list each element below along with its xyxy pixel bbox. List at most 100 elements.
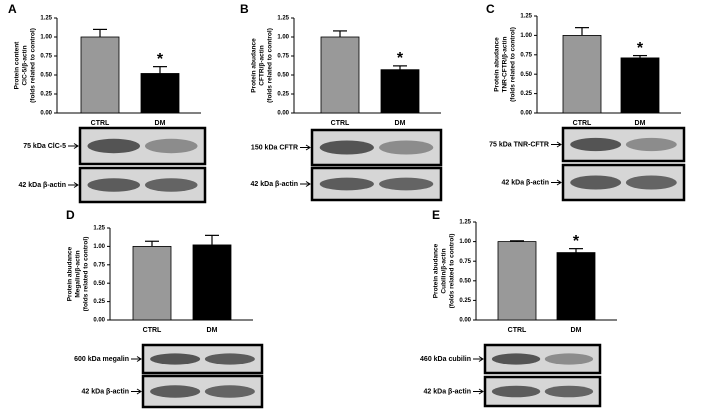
blot-band	[204, 353, 255, 365]
bar	[192, 244, 232, 321]
blot-image	[483, 343, 602, 375]
y-tick-label: 0.25	[40, 92, 52, 98]
panel-letter: A	[8, 2, 17, 16]
blot-band	[570, 175, 622, 190]
y-tick-label: 1.00	[277, 35, 289, 41]
y-tick-label: 1.00	[40, 35, 52, 41]
significance-mark: *	[157, 51, 164, 68]
significance-mark: *	[573, 233, 580, 250]
y-axis-label: (folds related to control)	[30, 28, 37, 103]
y-axis-label: Protein abudance	[494, 37, 501, 92]
blot-arrow-head	[556, 141, 562, 148]
x-tick-label: CTRL	[91, 120, 110, 127]
y-tick-label: 0.50	[459, 278, 471, 284]
y-tick-label: 0.25	[93, 299, 105, 305]
bar	[497, 241, 537, 321]
y-tick-label: 0.50	[40, 73, 52, 79]
y-axis-label: Megalin/β-actin	[75, 250, 82, 297]
y-axis-label: (folds related to control)	[83, 237, 90, 312]
y-tick-label: 0.75	[520, 52, 532, 58]
blot-band	[544, 353, 594, 365]
blot-band	[145, 138, 198, 154]
blot-band	[319, 140, 374, 155]
x-tick-label: CTRL	[573, 120, 592, 127]
y-tick-label: 0.25	[520, 91, 532, 97]
y-axis-label: Protein abudance	[67, 246, 74, 301]
y-axis-label: Protein abudance	[433, 243, 440, 298]
x-tick-label: DM	[571, 327, 582, 334]
blot-band	[204, 385, 255, 398]
y-tick-label: 0.50	[277, 73, 289, 79]
blot-band	[491, 353, 541, 365]
y-tick-label: 0.25	[459, 298, 471, 304]
y-axis-label: Cubilin/β-actin	[441, 248, 448, 293]
blot-band	[87, 138, 140, 154]
blot-band	[145, 178, 198, 192]
blot-label: 42 kDa β-actin	[19, 182, 66, 189]
panel-letter: E	[432, 208, 440, 222]
y-axis-label: (folds related to control)	[510, 27, 517, 102]
x-tick-label: CTRL	[508, 327, 527, 334]
y-axis-label: (folds related to control)	[267, 28, 274, 103]
x-tick-label: CTRL	[331, 120, 350, 127]
y-axis-label: Protein abudance	[251, 38, 258, 93]
y-tick-label: 0.50	[520, 72, 532, 78]
blot-label: 42 kDa β-actin	[82, 388, 129, 395]
blot-band	[150, 353, 201, 365]
blot-arrow-head	[73, 182, 79, 188]
y-tick-label: 1.25	[93, 226, 105, 232]
y-axis-label: TNR-CFTR/β-actin	[502, 36, 509, 92]
blot-arrow-head	[136, 356, 142, 362]
blot-label: 42 kDa β-actin	[251, 181, 298, 188]
blot-band	[625, 175, 677, 190]
x-tick-label: DM	[635, 120, 646, 127]
blot-label: 460 kDa cubilin	[420, 356, 471, 363]
y-axis-label: ClC-5/β-actin	[22, 45, 29, 85]
y-tick-label: 0.25	[277, 92, 289, 98]
bar	[380, 69, 420, 114]
blot-arrow-head	[556, 179, 562, 186]
blot-band	[491, 385, 541, 398]
y-tick-label: 1.25	[277, 16, 289, 22]
x-tick-label: CTRL	[143, 327, 162, 334]
blot-band	[87, 178, 140, 192]
blot-band	[544, 385, 594, 398]
y-tick-label: 0.00	[520, 111, 532, 117]
y-tick-label: 1.00	[459, 239, 471, 245]
y-tick-label: 1.25	[520, 14, 532, 20]
y-axis-label: (folds related to control)	[449, 234, 456, 309]
bar	[562, 35, 602, 114]
significance-mark: *	[397, 50, 404, 67]
significance-mark: *	[637, 40, 644, 57]
y-tick-label: 0.00	[277, 111, 289, 117]
bar	[556, 252, 596, 321]
y-tick-label: 1.00	[520, 33, 532, 39]
y-tick-label: 0.00	[93, 318, 105, 324]
blot-label: 600 kDa megalin	[74, 356, 129, 363]
blot-label: 150 kDa CFTR	[251, 144, 298, 151]
y-tick-label: 1.25	[459, 220, 471, 226]
blot-label: 75 kDa ClC-5	[23, 143, 66, 150]
blot-band	[625, 137, 677, 152]
blot-band	[150, 385, 201, 398]
blot-arrow-head	[136, 388, 142, 395]
bar	[140, 73, 180, 114]
bar	[132, 245, 172, 321]
blot-arrow-head	[305, 144, 311, 151]
blot-arrow-head	[73, 143, 79, 149]
x-tick-label: DM	[207, 327, 218, 334]
y-tick-label: 0.75	[277, 54, 289, 60]
blot-arrow-head	[478, 388, 484, 395]
bar	[320, 36, 360, 114]
y-tick-label: 0.00	[459, 318, 471, 324]
blot-label: 42 kDa β-actin	[502, 179, 549, 186]
blot-arrow-head	[478, 356, 484, 362]
y-tick-label: 1.00	[93, 244, 105, 250]
y-tick-label: 0.75	[40, 54, 52, 60]
bar	[620, 57, 660, 114]
x-tick-label: DM	[155, 120, 166, 127]
y-axis-label: CFTR/β-actin	[259, 45, 266, 85]
blot-arrow-head	[305, 181, 311, 187]
blot-label: 75 kDa TNR-CFTR	[489, 141, 549, 148]
